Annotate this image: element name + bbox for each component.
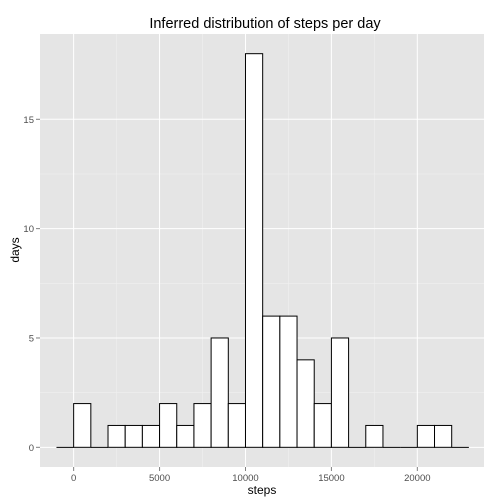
x-tick-label: 15000 xyxy=(318,473,344,484)
histogram-bar xyxy=(313,403,332,448)
histogram-bars xyxy=(56,53,469,448)
x-tick-label: 5000 xyxy=(149,473,170,484)
y-tick-label: 5 xyxy=(29,333,34,344)
y-tick-label: 0 xyxy=(29,443,34,454)
histogram-bar xyxy=(227,403,246,448)
histogram-bar xyxy=(124,424,143,448)
x-axis: 0 5000 10000 15000 20000 xyxy=(71,467,431,484)
histogram-bar xyxy=(244,53,264,448)
histogram-bar xyxy=(176,424,195,448)
histogram-bar xyxy=(296,359,315,448)
y-tick-label: 15 xyxy=(23,115,34,126)
histogram-bar xyxy=(193,403,212,448)
histogram-bar xyxy=(262,315,281,448)
x-tick-label: 0 xyxy=(71,473,76,484)
histogram-bar xyxy=(107,424,126,448)
y-axis-title: days xyxy=(8,237,22,262)
y-tick-label: 10 xyxy=(23,224,34,235)
histogram-bar xyxy=(365,424,384,448)
histogram-bar xyxy=(210,337,229,448)
histogram-bar xyxy=(330,337,350,448)
histogram-bar xyxy=(159,403,178,448)
histogram-bar xyxy=(73,403,92,448)
x-tick-label: 20000 xyxy=(404,473,430,484)
histogram-bar xyxy=(416,424,436,448)
chart-title: Inferred distribution of steps per day xyxy=(149,16,381,32)
x-tick-label: 10000 xyxy=(232,473,258,484)
histogram-bar xyxy=(434,424,453,448)
y-axis: 0 5 10 15 xyxy=(23,115,40,454)
histogram-bar xyxy=(279,315,298,448)
x-axis-title: steps xyxy=(248,483,277,497)
histogram-bar xyxy=(141,424,161,448)
